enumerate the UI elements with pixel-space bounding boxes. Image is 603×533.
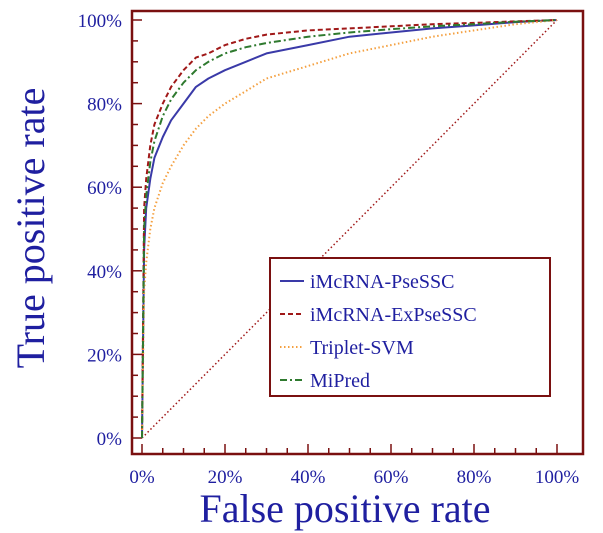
x-tick-label: 100% bbox=[535, 467, 580, 488]
legend-box bbox=[269, 257, 551, 397]
tick-labels: 0% 20% 40% 60% 80% 100% 0% 20% 40% 60% 80% 100% bbox=[78, 11, 580, 488]
x-axis-title: False positive rate bbox=[199, 486, 490, 531]
legend-label: MiPred bbox=[310, 370, 370, 392]
series-line-imcrna-expsessc bbox=[141, 19, 558, 439]
legend: iMcRNA-PseSSC iMcRNA-ExPseSSC Triplet-SVM M… bbox=[269, 257, 551, 397]
y-tick-label: 100% bbox=[78, 11, 123, 32]
x-tick-label: 0% bbox=[129, 467, 155, 488]
series-line-triplet-svm bbox=[141, 19, 558, 439]
legend-label: iMcRNA-PseSSC bbox=[310, 271, 454, 293]
y-tick-label: 40% bbox=[87, 262, 122, 283]
series-lines bbox=[141, 19, 558, 439]
series-line-imcrna-psessc bbox=[141, 19, 558, 439]
y-axis-title: True positive rate bbox=[8, 88, 53, 369]
x-tick-label: 60% bbox=[374, 467, 409, 488]
y-tick-label: 0% bbox=[97, 429, 123, 450]
plot-frame bbox=[130, 9, 585, 456]
y-tick-label: 60% bbox=[87, 178, 122, 199]
x-tick-label: 20% bbox=[208, 467, 243, 488]
y-tick-label: 20% bbox=[87, 345, 122, 366]
legend-label: Triplet-SVM bbox=[310, 337, 414, 359]
legend-label: iMcRNA-ExPseSSC bbox=[310, 304, 477, 326]
series-line-mipred bbox=[141, 19, 558, 439]
x-tick-label: 40% bbox=[291, 467, 326, 488]
y-tick-label: 80% bbox=[87, 95, 122, 116]
x-tick-label: 80% bbox=[457, 467, 492, 488]
